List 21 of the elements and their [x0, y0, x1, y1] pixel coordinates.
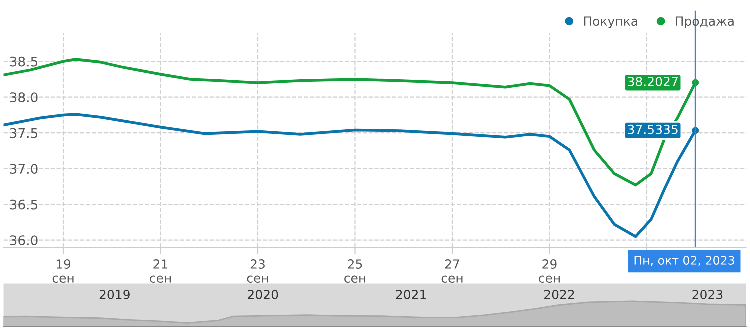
x-tick-label: 2022 — [544, 290, 574, 300]
y-tick-label: 37.5 — [10, 128, 38, 138]
y-tick-label: 38.5 — [10, 56, 38, 67]
x-tick-label: 2021 — [396, 290, 426, 300]
x-tick-label: 29 сен — [539, 260, 560, 283]
y-tick-label: 37.0 — [10, 164, 38, 174]
y-tick-label: 36.0 — [10, 236, 38, 246]
x-tick-label: 27 сен — [442, 260, 463, 283]
legend-label: Покупка — [584, 16, 638, 28]
x-tick-label: 2023 — [692, 290, 723, 300]
y-tick-label: 38.0 — [10, 92, 38, 103]
x-tick-label: 2019 — [100, 290, 130, 300]
x-tick-label: 19 сен — [52, 260, 74, 283]
x-tick-label: 2020 — [248, 290, 278, 300]
data-label: 37.5335 — [628, 124, 678, 134]
y-tick-label: 36.5 — [10, 200, 38, 210]
ref-line-label: Пн, окт 02, 2023 — [634, 256, 734, 266]
x-tick-label: 21 сен — [150, 260, 171, 283]
x-tick-label: 23 сен — [247, 260, 268, 283]
x-tick-label: 25 сен — [344, 260, 366, 283]
data-label: 38.2027 — [628, 77, 678, 86]
